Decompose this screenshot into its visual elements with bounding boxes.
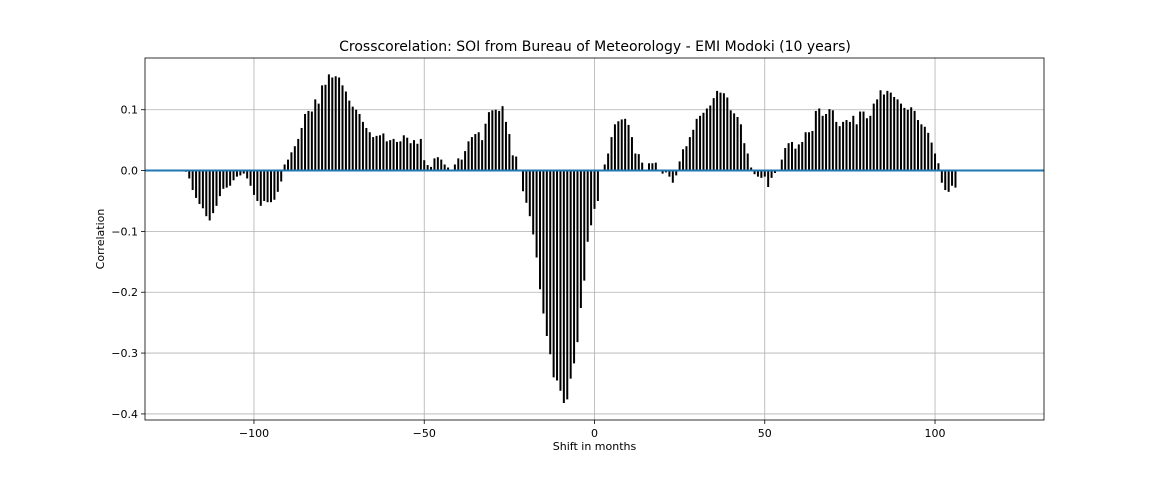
x-axis-label: Shift in months bbox=[553, 440, 637, 453]
bar-series bbox=[184, 74, 957, 403]
x-tick-label: −100 bbox=[239, 427, 269, 440]
y-tick-label: 0.0 bbox=[121, 165, 139, 178]
y-tick-label: −0.3 bbox=[111, 347, 138, 360]
x-axis-ticks: −100 −50 0 50 100 bbox=[239, 420, 946, 440]
y-tick-label: 0.1 bbox=[121, 104, 139, 117]
y-tick-label: −0.4 bbox=[111, 408, 138, 421]
chart-title: Crosscorelation: SOI from Bureau of Mete… bbox=[339, 39, 851, 55]
y-tick-label: −0.1 bbox=[111, 225, 138, 238]
y-tick-label: −0.2 bbox=[111, 286, 138, 299]
x-tick-label: 50 bbox=[758, 427, 772, 440]
y-axis-label: Correlation bbox=[94, 209, 107, 270]
x-tick-label: 0 bbox=[591, 427, 598, 440]
y-axis-ticks: −0.4 −0.3 −0.2 −0.1 0.0 0.1 bbox=[111, 104, 145, 421]
x-tick-label: 100 bbox=[925, 427, 946, 440]
x-tick-label: −50 bbox=[413, 427, 436, 440]
grid-lines bbox=[145, 58, 1044, 420]
